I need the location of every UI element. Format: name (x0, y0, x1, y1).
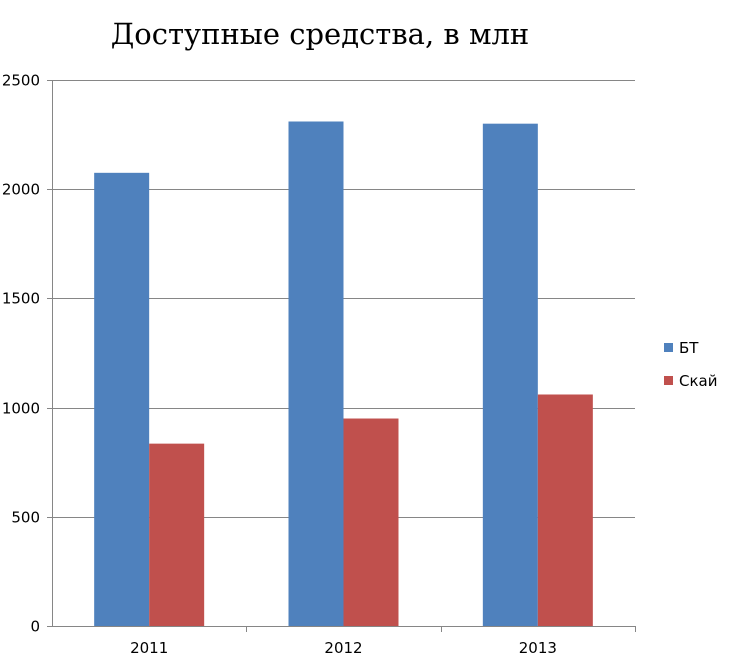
x-axis: 2011 2012 2013 (52, 626, 636, 657)
bar-БТ-2013 (482, 123, 538, 627)
y-tick-label: 2000 (2, 181, 40, 199)
y-tick-label: 1000 (2, 400, 40, 418)
y-tick-label: 500 (11, 509, 40, 527)
legend-swatch (664, 343, 673, 352)
legend-label: Скай (679, 372, 717, 390)
bar-БТ-2012 (288, 121, 344, 626)
x-tick-label: 2011 (130, 639, 168, 657)
y-tick-label: 0 (30, 618, 40, 636)
y-axis: 0 500 1000 1500 2000 2500 (2, 72, 53, 636)
bar-Скай-2012 (343, 418, 399, 626)
chart-title: Доступные средства, в млн (111, 17, 530, 51)
bars (94, 121, 593, 627)
bar-БТ-2011 (94, 172, 150, 626)
x-tick-label: 2013 (519, 639, 557, 657)
y-tick-label: 1500 (2, 290, 40, 308)
bar-Скай-2013 (537, 394, 593, 626)
legend-swatch (664, 376, 673, 385)
x-tick-label: 2012 (324, 639, 362, 657)
legend: БТ Скай (664, 339, 717, 390)
y-tick-label: 2500 (2, 72, 40, 90)
legend-label: БТ (679, 339, 699, 357)
bar-Скай-2011 (149, 443, 205, 626)
